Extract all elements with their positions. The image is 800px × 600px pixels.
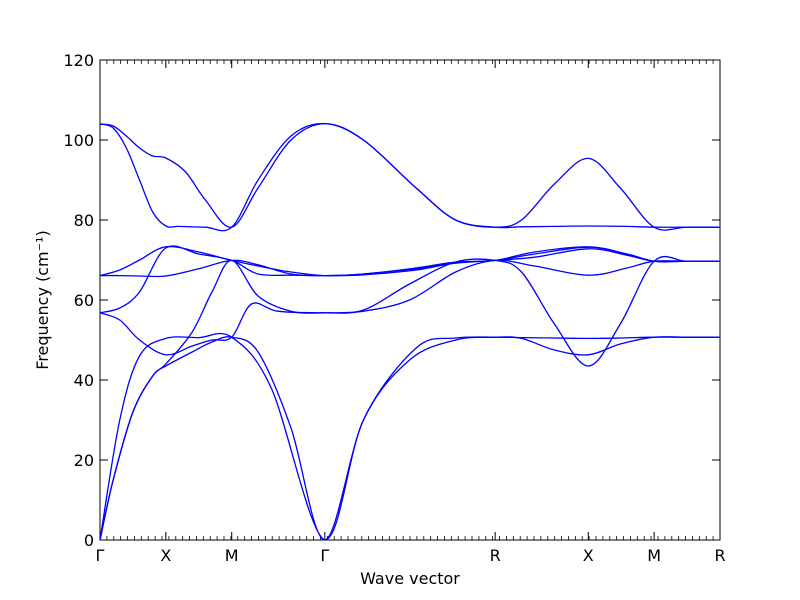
y-tick-label: 60 — [74, 291, 94, 310]
band-line — [99, 259, 720, 356]
x-tick-label: R — [490, 546, 501, 565]
band-line — [99, 245, 720, 277]
x-tick-label: M — [647, 546, 661, 565]
y-tick-labels: 0 20 40 60 80 100 120 — [63, 51, 94, 550]
x-tick-label: M — [225, 546, 239, 565]
y-tick-label: 20 — [74, 451, 94, 470]
x-tick-label: Γ — [96, 546, 105, 565]
major-ticks — [99, 59, 721, 541]
phonon-bands — [99, 122, 721, 541]
x-tick-label: X — [583, 546, 594, 565]
y-tick-label: 80 — [74, 211, 94, 230]
y-tick-label: 0 — [84, 531, 94, 550]
x-tick-label: Γ — [320, 546, 329, 565]
band-line — [99, 122, 721, 231]
x-axis-label: Wave vector — [360, 569, 460, 588]
y-tick-label: 40 — [74, 371, 94, 390]
band-line — [99, 332, 720, 541]
y-tick-label: 100 — [63, 131, 94, 150]
x-tick-label: R — [714, 546, 725, 565]
x-tick-label: X — [160, 546, 171, 565]
y-axis-label: Frequency (cm⁻¹) — [33, 230, 52, 369]
minor-ticks — [106, 60, 714, 540]
y-tick-label: 120 — [63, 51, 94, 70]
